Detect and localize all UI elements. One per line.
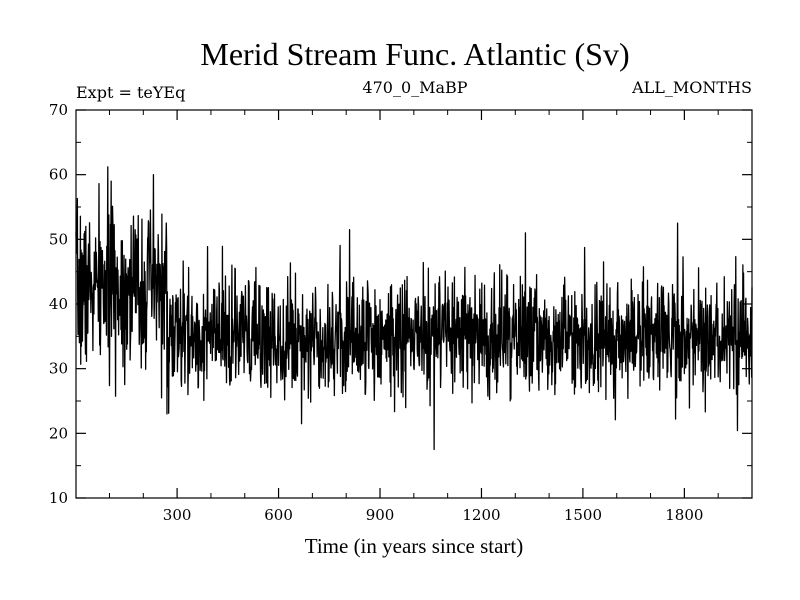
x-tick-label: 1500 bbox=[564, 506, 602, 524]
x-tick-label: 1800 bbox=[665, 506, 703, 524]
x-tick-label: 600 bbox=[264, 506, 293, 524]
x-tick-label: 300 bbox=[163, 506, 192, 524]
y-tick-label: 60 bbox=[49, 166, 68, 184]
y-tick-label: 20 bbox=[49, 424, 68, 442]
y-tick-label: 30 bbox=[49, 360, 68, 378]
chart-title: Merid Stream Func. Atlantic (Sv) bbox=[200, 36, 629, 72]
y-tick-label: 10 bbox=[49, 489, 68, 507]
x-tick-label: 900 bbox=[366, 506, 395, 524]
x-axis-label: Time (in years since start) bbox=[305, 534, 524, 558]
experiment-label: Expt = teYEq bbox=[76, 83, 185, 102]
series-line-0 bbox=[75, 166, 753, 451]
y-tick-label: 40 bbox=[49, 295, 68, 313]
period-label: 470_0_MaBP bbox=[362, 78, 467, 97]
y-tick-label: 70 bbox=[49, 101, 68, 119]
plot-area bbox=[75, 166, 753, 451]
plot-frame bbox=[75, 109, 753, 499]
tick-labels: 300 600 900 1200 1500 1800 10 20 30 40 50 60 70 bbox=[49, 101, 704, 524]
months-label: ALL_MONTHS bbox=[631, 78, 752, 97]
x-tick-label: 1200 bbox=[462, 506, 500, 524]
y-tick-label: 50 bbox=[49, 230, 68, 248]
